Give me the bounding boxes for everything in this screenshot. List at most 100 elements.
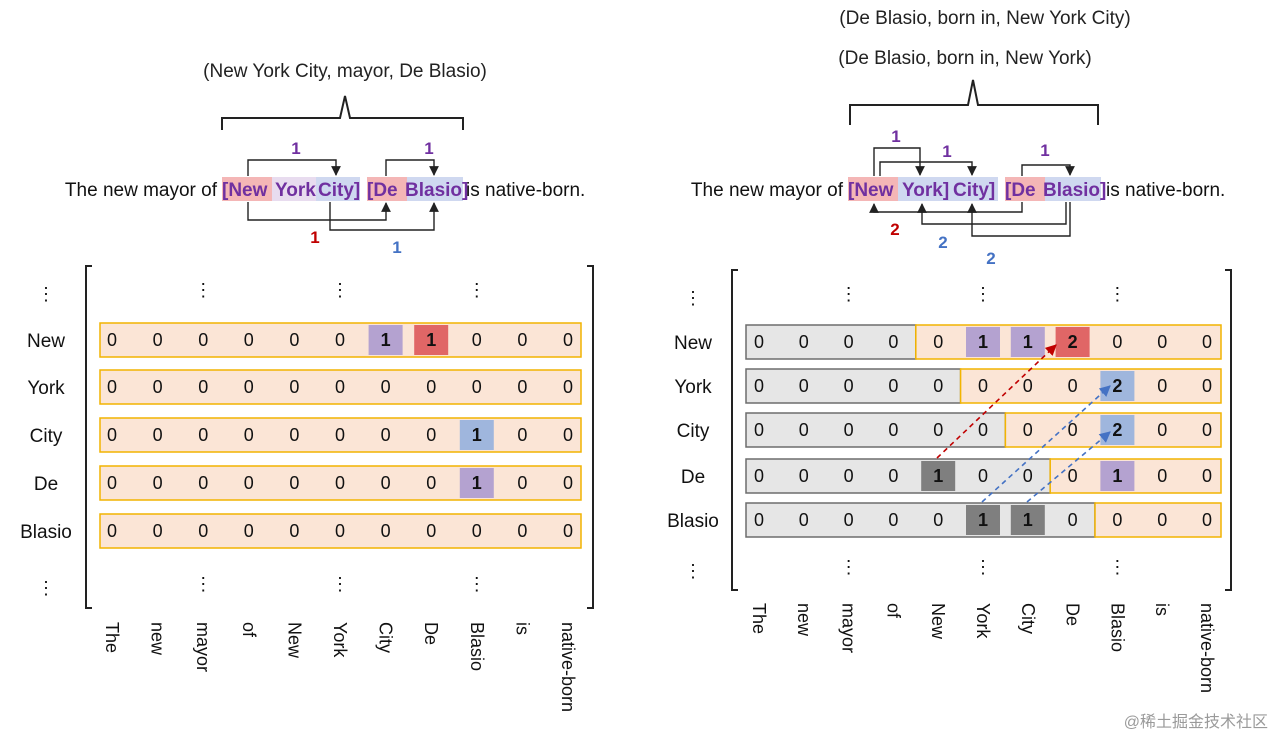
left-cell-0-9: 0 [517,330,527,350]
right-cell-1-1: 0 [799,376,809,396]
left-dots-top-1: ⋮ [331,280,349,300]
left-col-label-of: of [239,622,259,638]
right-dots-bottom-0: ⋮ [840,557,858,577]
left-cell-4-10: 0 [563,521,573,541]
right-cell-2-2: 0 [844,420,854,440]
right-link-label-2: 1 [942,142,951,161]
right-cell-0-7: 2 [1068,332,1078,352]
right-cell-highlight-4-5 [966,505,1000,535]
right-panel: (De Blasio, born in, New York City) (De … [667,8,1232,693]
left-col-label-new: New [284,622,304,659]
left-cell-2-6: 0 [381,425,391,445]
right-tok-de: [De [1005,180,1036,201]
left-link-new-city [247,159,341,176]
right-cell-3-4: 1 [933,466,943,486]
right-cell-4-1: 0 [799,510,809,530]
left-tok-york: York [275,180,316,201]
right-cell-4-4: 0 [933,510,943,530]
left-hl-city [316,177,360,201]
left-cell-2-2: 0 [198,425,208,445]
left-cell-3-9: 0 [517,473,527,493]
right-link-de-blasio [1021,164,1075,176]
left-hl-de [367,177,407,201]
left-col-label-mayor: mayor [193,622,213,672]
right-hl-york [898,177,948,201]
right-link-label-3: 1 [1040,141,1049,160]
right-tok-city: City] [953,180,995,201]
left-col-label-york: York [330,622,350,658]
left-col-label-de: De [421,622,441,645]
left-cell-1-9: 0 [517,377,527,397]
left-link-de-blasio [385,159,439,176]
right-link-blasio-york [917,202,1067,225]
left-cell-4-9: 0 [517,521,527,541]
right-tok-new: [New [848,180,894,201]
left-tok-blasio: Blasio] [405,180,468,201]
right-cell-0-6: 1 [1023,332,1033,352]
left-col-label-new: new [148,622,168,656]
left-row-label-de: De [34,474,58,495]
right-link-label-6: 2 [986,249,995,268]
right-cell-0-9: 0 [1157,332,1167,352]
left-cell-0-2: 0 [198,330,208,350]
left-dots-bottom-1: ⋮ [331,574,349,594]
left-row-band-2 [99,417,582,453]
right-sentence-prefix: The new mayor of [691,180,844,201]
right-cell-2-3: 0 [888,420,898,440]
right-link-label-4: 2 [890,220,899,239]
left-cell-0-10: 0 [563,330,573,350]
left-link-label-3: 1 [310,228,319,247]
left-row-label-york: York [27,378,65,399]
right-cell-4-9: 0 [1157,510,1167,530]
right-cell-2-0: 0 [754,420,764,440]
left-triple: (New York City, mayor, De Blasio) [203,61,487,82]
right-cell-4-5: 1 [978,510,988,530]
left-cell-3-5: 0 [335,473,345,493]
left-cell-4-0: 0 [107,521,117,541]
left-row-band-3 [99,465,582,501]
right-cell-0-1: 0 [799,332,809,352]
left-cell-1-6: 0 [381,377,391,397]
left-cell-0-0: 0 [107,330,117,350]
left-dots-row-bottom: ⋮ [37,578,55,598]
right-cell-2-10: 0 [1202,420,1212,440]
right-cell-0-5: 1 [978,332,988,352]
left-cell-4-2: 0 [198,521,208,541]
left-cell-1-3: 0 [244,377,254,397]
right-dots-top-2: ⋮ [1108,284,1126,304]
right-col-label-new: new [794,603,814,637]
right-cell-2-8: 2 [1112,420,1122,440]
right-grid: ⋮ ⋮ ⋮ ⋮ ⋮ ⋮ ⋮ ⋮ New 0 0 0 0 0 1 1 2 0 0 0 York 0 0 0 0 0 0 0 0 2 0 0 Cit… [667,284,1222,693]
left-cell-2-3: 0 [244,425,254,445]
right-row-label-york: York [674,377,712,398]
left-row-band-0 [99,322,582,358]
left-cell-2-7: 0 [426,425,436,445]
left-cell-3-3: 0 [244,473,254,493]
left-cell-2-1: 0 [153,425,163,445]
right-col-label-mayor: mayor [839,603,859,653]
right-cell-1-7: 0 [1068,376,1078,396]
right-dots-row-bottom: ⋮ [684,561,702,581]
right-col-label-york: York [973,603,993,639]
right-cell-4-0: 0 [754,510,764,530]
right-hl-blasio [1045,177,1101,201]
right-cell-3-8: 1 [1112,466,1122,486]
left-row-label-blasio: Blasio [20,522,72,543]
right-cell-1-5: 0 [978,376,988,396]
left-cell-4-3: 0 [244,521,254,541]
left-cell-2-8: 1 [472,425,482,445]
right-hl-city [948,177,998,201]
left-cell-3-4: 0 [289,473,299,493]
left-bracket-close [587,265,594,609]
right-cell-1-2: 0 [844,376,854,396]
right-col-label-is: is [1152,603,1172,616]
right-hl-de [1005,177,1045,201]
right-link-new-city [879,161,977,176]
right-dashed-arrow-blue-1 [981,385,1111,503]
left-cell-1-10: 0 [563,377,573,397]
left-col-label-city: City [376,622,396,653]
left-dots-top-0: ⋮ [194,280,212,300]
right-cell-4-3: 0 [888,510,898,530]
right-row-band-orange-1 [959,368,1222,404]
left-col-label-blasio: Blasio [467,622,487,671]
